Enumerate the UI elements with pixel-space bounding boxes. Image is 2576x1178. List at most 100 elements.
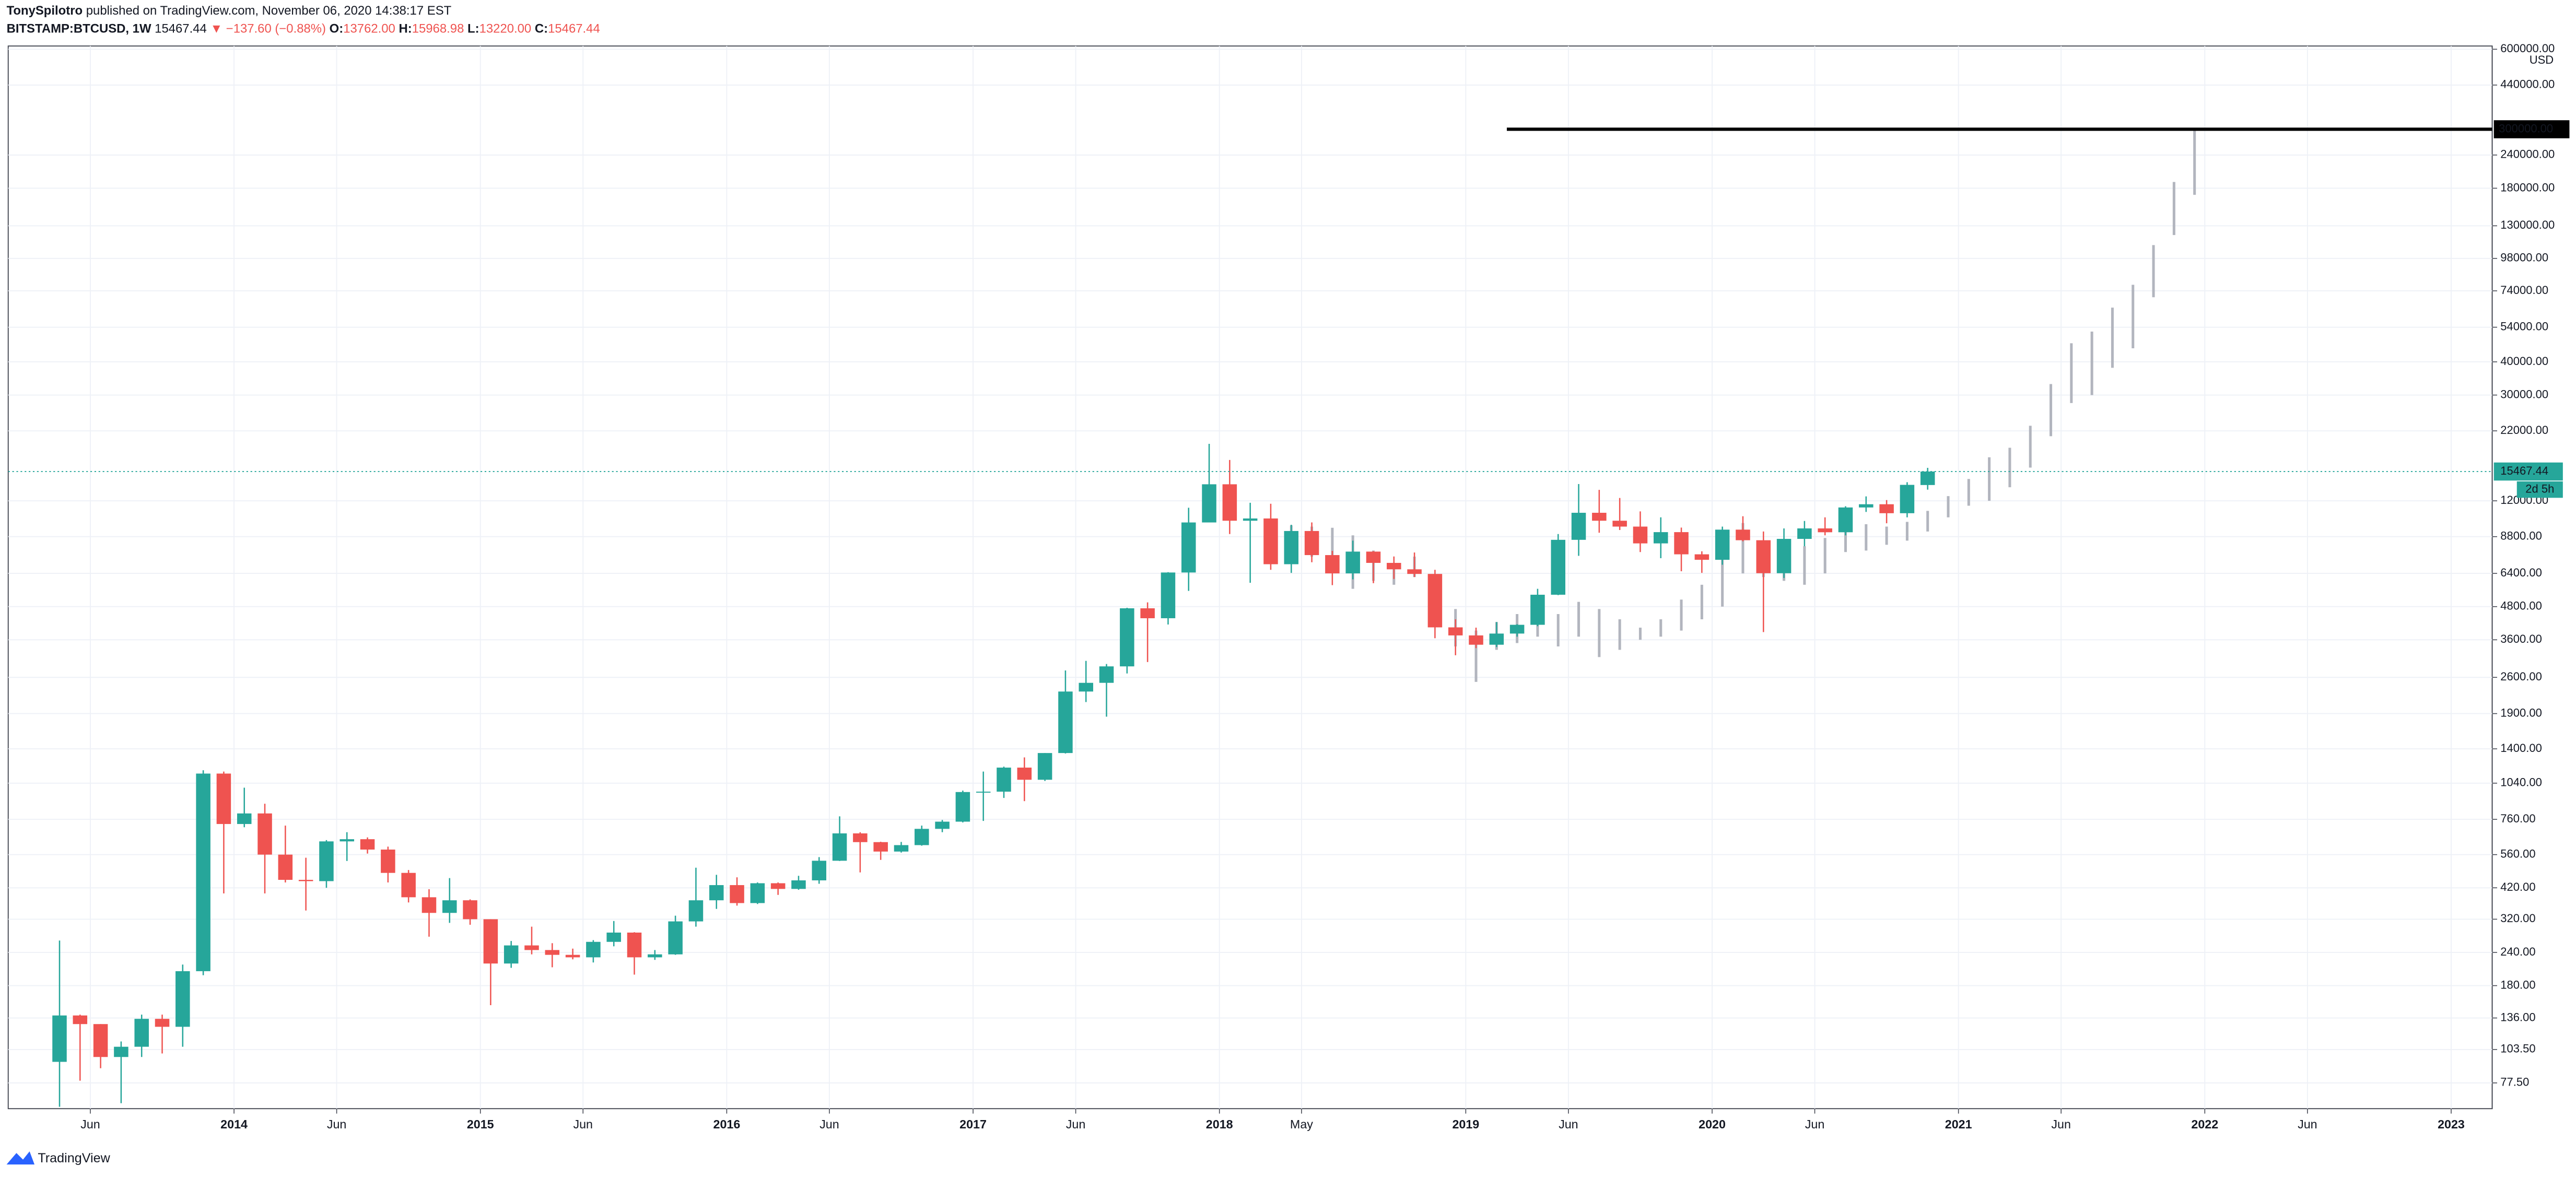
candle-body xyxy=(1427,574,1443,628)
y-tick-label: 2600.00 xyxy=(2500,670,2542,683)
last-price-label: 15467.44 xyxy=(2500,464,2548,477)
open-label: O: xyxy=(330,22,344,36)
candle-body xyxy=(688,900,704,922)
candle-body xyxy=(894,845,909,852)
candle-body xyxy=(1304,531,1319,556)
candle-body xyxy=(1469,635,1483,645)
y-tick-label: 240000.00 xyxy=(2500,148,2555,161)
countdown-label: 2d 5h xyxy=(2525,482,2554,495)
candle-body xyxy=(1345,551,1360,574)
candle-body xyxy=(237,813,252,824)
candle-body xyxy=(1694,554,1709,560)
candle-body xyxy=(1079,682,1093,692)
candle-body xyxy=(1879,504,1894,513)
candle-body xyxy=(1366,551,1381,563)
candle-body xyxy=(1674,532,1689,555)
candle-body xyxy=(1181,522,1196,573)
candle-body xyxy=(730,885,744,903)
y-tick-label: 320.00 xyxy=(2500,912,2535,925)
x-tick-label: 2019 xyxy=(1452,1117,1479,1131)
y-tick-label: 1040.00 xyxy=(2500,776,2542,789)
candle-body xyxy=(627,932,642,958)
published: published on TradingView.com, November 0… xyxy=(86,4,452,18)
y-tick-label: 560.00 xyxy=(2500,847,2535,860)
x-tick-label: Jun xyxy=(2298,1117,2317,1131)
candle-body xyxy=(648,954,662,958)
candle-body xyxy=(360,839,375,850)
y-tick-label: 136.00 xyxy=(2500,1010,2535,1023)
x-tick-label: Jun xyxy=(1805,1117,1825,1131)
candle-body xyxy=(606,932,621,942)
candle-body xyxy=(1900,485,1915,513)
x-tick-label: 2021 xyxy=(1945,1117,1972,1131)
y-tick-label: 8800.00 xyxy=(2500,529,2542,543)
candle-body xyxy=(1099,666,1114,683)
candle-body xyxy=(1161,572,1176,618)
y-tick-label: 760.00 xyxy=(2500,812,2535,825)
candle-body xyxy=(483,919,498,964)
candle-body xyxy=(1243,518,1258,521)
change: ▼ −137.60 (−0.88%) xyxy=(210,22,326,36)
candle-body xyxy=(1017,768,1032,780)
candle-body xyxy=(812,861,827,881)
candle-body xyxy=(1489,633,1504,645)
candle-body xyxy=(114,1046,128,1057)
candle-body xyxy=(545,950,560,955)
high-label: H: xyxy=(399,22,412,36)
candle-body xyxy=(1509,625,1525,634)
x-tick-label: Jun xyxy=(1559,1117,1578,1131)
y-tick-label: 420.00 xyxy=(2500,880,2535,893)
y-tick-label: 600000.00 xyxy=(2500,42,2555,55)
currency: USD xyxy=(2530,53,2554,66)
candle-body xyxy=(832,833,847,861)
candle-body xyxy=(565,955,580,958)
y-tick-label: 1900.00 xyxy=(2500,706,2542,719)
candle-body xyxy=(1612,521,1627,527)
candle-body xyxy=(873,842,888,852)
candle-body xyxy=(791,880,806,889)
y-tick-label: 30000.00 xyxy=(2500,387,2548,400)
high: 15968.98 xyxy=(412,22,464,36)
candle-body xyxy=(1325,555,1340,574)
brand-logo: TradingView xyxy=(6,1151,111,1165)
author: TonySpilotro xyxy=(7,4,83,18)
y-tick-label: 4800.00 xyxy=(2500,599,2542,612)
candle-body xyxy=(770,883,786,889)
candle-body xyxy=(298,880,313,881)
x-tick-label: 2022 xyxy=(2191,1117,2218,1131)
y-tick-label: 54000.00 xyxy=(2500,320,2548,333)
y-tick-label: 130000.00 xyxy=(2500,218,2555,231)
y-tick-label: 22000.00 xyxy=(2500,423,2548,437)
candle-body xyxy=(976,792,991,793)
x-tick-label: Jun xyxy=(327,1117,347,1131)
low-label: L: xyxy=(467,22,479,36)
candle-body xyxy=(401,873,416,898)
candle-body xyxy=(421,897,437,913)
candle-body xyxy=(1551,539,1565,595)
axes: 77.50 103.50 136.00 180.00 240.00 320.00 420.0… xyxy=(80,42,2570,1131)
candle-body xyxy=(935,821,950,829)
candle-body xyxy=(955,792,970,822)
candle-body xyxy=(1530,594,1545,625)
low: 13220.00 xyxy=(479,22,532,36)
candle-body xyxy=(1037,753,1052,780)
candle-body xyxy=(750,883,765,903)
candle-body xyxy=(1756,540,1771,573)
x-tick-label: May xyxy=(1290,1117,1313,1131)
candle-body xyxy=(1776,539,1792,573)
candle-body xyxy=(709,885,724,901)
y-tick-label: 240.00 xyxy=(2500,945,2535,958)
candle-body xyxy=(73,1015,88,1024)
candle-body xyxy=(216,773,231,824)
candle-body xyxy=(1633,526,1648,544)
x-tick-label: 2017 xyxy=(959,1117,987,1131)
candle-body xyxy=(196,773,210,971)
x-tick-label: 2014 xyxy=(220,1117,248,1131)
candle-body xyxy=(586,941,601,958)
y-tick-label: 40000.00 xyxy=(2500,355,2548,368)
candle-body xyxy=(1387,562,1401,570)
candle-body xyxy=(1263,518,1278,564)
candle-body xyxy=(524,945,539,950)
